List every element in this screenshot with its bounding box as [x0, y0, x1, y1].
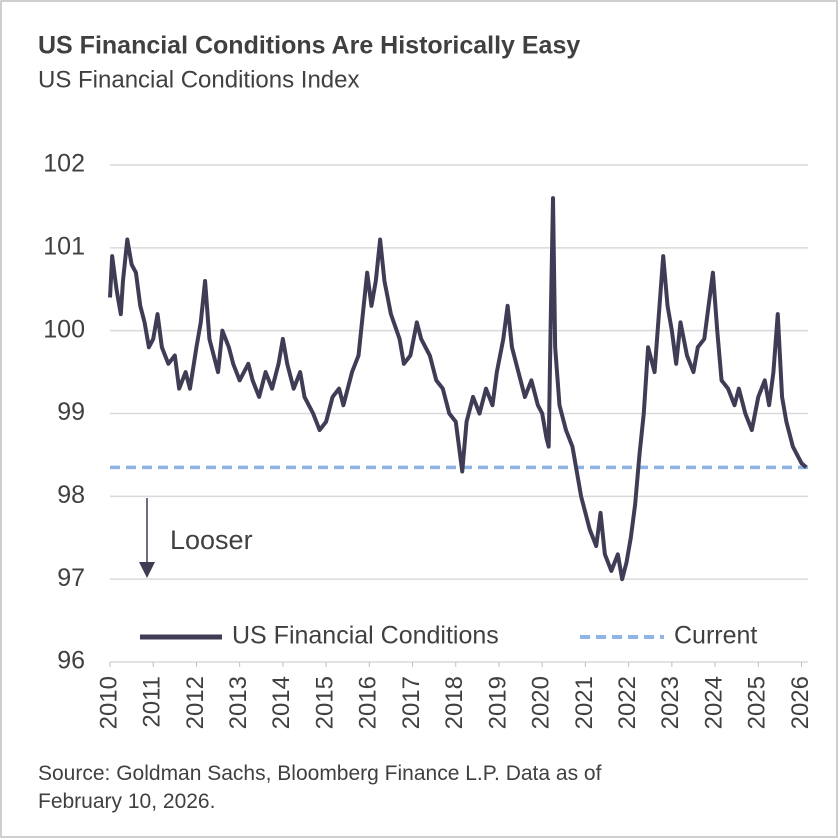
x-tick-label: 2025: [744, 676, 771, 729]
y-tick-label: 96: [57, 647, 85, 675]
y-tick-label: 101: [43, 232, 85, 260]
x-tick-label: 2015: [311, 676, 338, 729]
x-tick-label: 2020: [528, 676, 555, 729]
y-tick-label: 98: [57, 481, 85, 509]
x-tick-label: 2019: [484, 676, 511, 729]
y-tick-label: 102: [43, 150, 85, 178]
chart-subtitle: US Financial Conditions Index: [38, 66, 360, 93]
x-tick-label: 2022: [614, 676, 641, 729]
y-tick-label: 100: [43, 315, 85, 343]
legend-label: Current: [674, 622, 757, 650]
annotation-arrowhead: [139, 562, 155, 578]
y-tick-label: 97: [57, 564, 85, 592]
x-tick-label: 2014: [268, 676, 295, 729]
x-tick-label: 2012: [182, 676, 209, 729]
x-tick-label: 2010: [95, 676, 122, 729]
x-tick-label: 2024: [700, 676, 727, 729]
x-tick-label: 2017: [398, 676, 425, 729]
chart-title: US Financial Conditions Are Historically…: [38, 32, 580, 60]
source-note: Source: Goldman Sachs, Bloomberg Finance…: [38, 762, 602, 813]
annotation: Looser: [170, 525, 253, 555]
legend-label: US Financial Conditions: [232, 622, 499, 650]
x-tick-label: 2023: [657, 676, 684, 729]
x-tick-label: 2011: [139, 676, 166, 728]
y-tick-label: 99: [57, 398, 85, 426]
data-line: [108, 196, 808, 582]
x-tick-label: 2021: [571, 676, 598, 729]
x-tick-label: 2013: [225, 676, 252, 729]
x-tick-label: 2026: [787, 676, 814, 729]
x-tick-label: 2018: [441, 676, 468, 729]
x-tick-label: 2016: [355, 676, 382, 729]
